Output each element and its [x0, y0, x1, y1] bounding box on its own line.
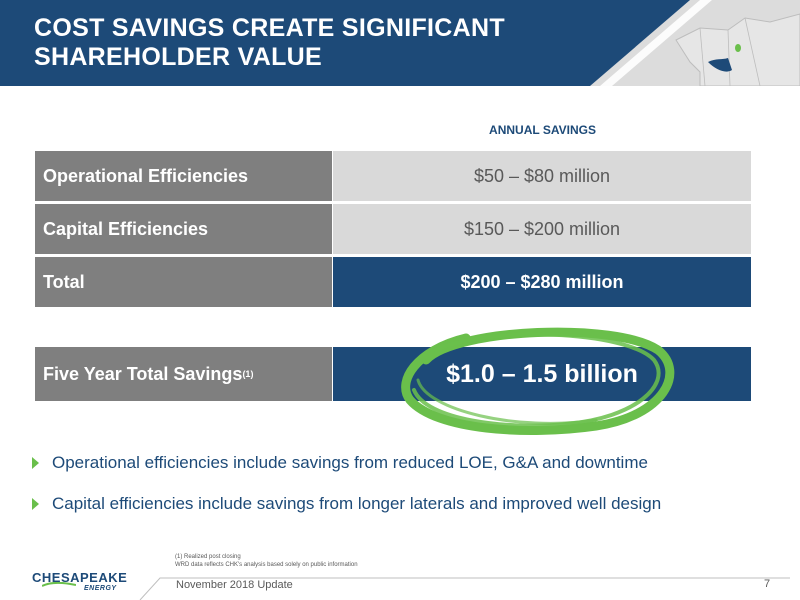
five-year-label-text: Five Year Total Savings [43, 363, 243, 384]
table-row-capital: Capital Efficiencies $150 – $200 million [35, 204, 751, 254]
row-value: $200 – $280 million [333, 257, 751, 307]
region-highlight-navy [708, 58, 732, 72]
bullet-list: Operational efficiencies include savings… [32, 452, 772, 534]
us-map-graphic [590, 0, 800, 86]
triangle-bullet-icon [32, 457, 39, 469]
logo-wordmark: CHESAPEAKE [32, 570, 128, 585]
chesapeake-logo: CHESAPEAKE ENERGY [32, 570, 127, 596]
table-row-five-year: Five Year Total Savings (1) $1.0 – 1.5 bi… [35, 347, 751, 401]
table-row-operational: Operational Efficiencies $50 – $80 milli… [35, 151, 751, 201]
page-number: 7 [764, 578, 771, 590]
row-label: Total [35, 257, 332, 307]
title-banner: COST SAVINGS CREATE SIGNIFICANT SHAREHOL… [0, 0, 800, 86]
footnote-marker: (1) [242, 369, 254, 379]
triangle-bullet-icon [32, 498, 39, 510]
footer-date: November 2018 Update [176, 579, 293, 591]
bullet-text: Operational efficiencies include savings… [52, 453, 648, 472]
five-year-label: Five Year Total Savings (1) [35, 347, 332, 401]
region-highlight-green [735, 44, 741, 52]
bullet-item: Operational efficiencies include savings… [32, 452, 772, 474]
page-title: COST SAVINGS CREATE SIGNIFICANT SHAREHOL… [34, 14, 505, 71]
row-label: Capital Efficiencies [35, 204, 332, 254]
footer-divider [139, 577, 790, 600]
five-year-value: $1.0 – 1.5 billion [333, 347, 751, 401]
annual-savings-column-header: ANNUAL SAVINGS [489, 123, 596, 137]
logo-subtitle: ENERGY [84, 585, 117, 592]
row-label: Operational Efficiencies [35, 151, 332, 201]
footnote: (1) Realized post closing WRD data refle… [175, 554, 358, 568]
table-row-total: Total $200 – $280 million [35, 257, 751, 307]
row-value: $150 – $200 million [333, 204, 751, 254]
bullet-item: Capital efficiencies include savings fro… [32, 493, 772, 515]
row-value: $50 – $80 million [333, 151, 751, 201]
logo-swoosh-icon [42, 582, 76, 587]
bullet-text: Capital efficiencies include savings fro… [52, 494, 662, 513]
